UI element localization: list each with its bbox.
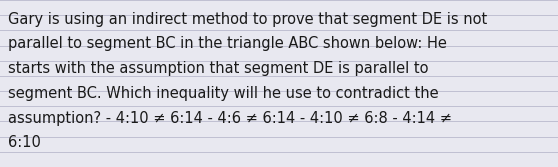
Text: starts with the assumption that segment DE is parallel to: starts with the assumption that segment … bbox=[8, 61, 429, 76]
Text: segment BC. Which inequality will he use to contradict the: segment BC. Which inequality will he use… bbox=[8, 86, 439, 101]
Text: Gary is using an indirect method to prove that segment DE is not: Gary is using an indirect method to prov… bbox=[8, 12, 488, 27]
Text: 6:10: 6:10 bbox=[8, 135, 41, 150]
Text: parallel to segment BC in the triangle ABC shown below: He: parallel to segment BC in the triangle A… bbox=[8, 36, 448, 51]
Text: assumption? - 4:10 ≠ 6:14 - 4:6 ≠ 6:14 - 4:10 ≠ 6:8 - 4:14 ≠: assumption? - 4:10 ≠ 6:14 - 4:6 ≠ 6:14 -… bbox=[8, 111, 453, 126]
